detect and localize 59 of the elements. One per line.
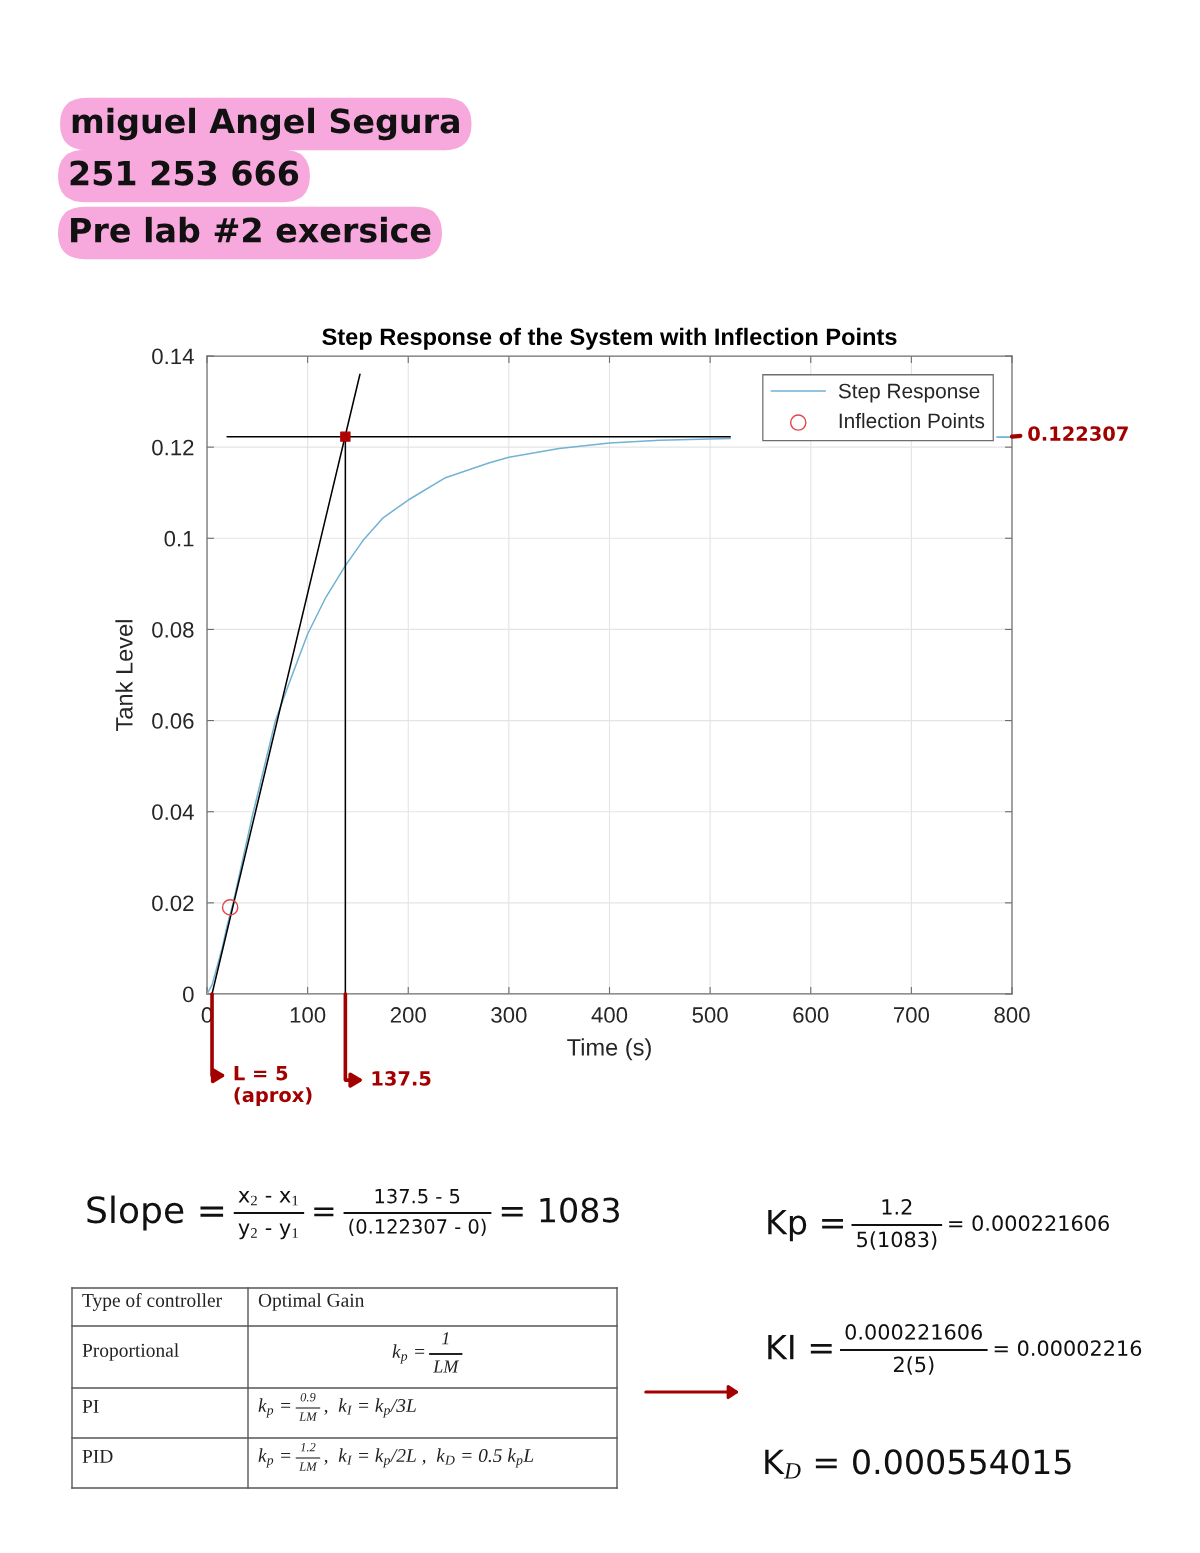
text: , k$_{I}$ = k$_{p}$/3L — [324, 1398, 416, 1418]
x-tick-label: 800 — [994, 1007, 1030, 1023]
y-tick-label: 0.06 — [152, 713, 194, 729]
legend-label: Inflection Points — [839, 412, 985, 429]
legend-label: Step Response — [838, 383, 980, 403]
text: = 0.00002216 — [994, 1340, 1142, 1357]
text: 5(1083) — [857, 1231, 937, 1250]
y-tick-label: 0.08 — [152, 621, 194, 638]
text: 0.000221606 — [845, 1324, 982, 1340]
text: k$_{p}$ = — [258, 1448, 291, 1468]
text: PI — [82, 1399, 99, 1413]
text: PID — [82, 1449, 113, 1463]
annotation: L = 5 (aprox) — [234, 1065, 312, 1106]
text: 1.2 — [882, 1199, 912, 1215]
text: Proportional — [82, 1343, 179, 1361]
text: 251 253 666 — [70, 160, 299, 186]
x-tick-label: 200 — [390, 1007, 426, 1023]
chart-title: Step Response of the System with Inflection Points — [322, 327, 897, 350]
x-axis-title: Time (s) — [567, 1038, 651, 1061]
text: miguel Angel Segura — [72, 107, 459, 141]
text: = 1083 — [501, 1197, 619, 1223]
y-tick-label: 0.04 — [152, 804, 194, 820]
text: LM — [433, 1360, 460, 1373]
text: 137.5 - 5 — [375, 1188, 460, 1204]
annotation: 0.122307 — [1028, 426, 1128, 441]
text: KI = — [768, 1334, 832, 1360]
text: (0.122307 - 0) — [349, 1218, 486, 1237]
text: Optimal Gain — [258, 1293, 365, 1311]
text: K$_{D}$ = 0.000554015 — [765, 1449, 1071, 1479]
text: LM — [299, 1462, 318, 1471]
text: 0.9 — [300, 1392, 316, 1402]
text: k$_{p}$ = — [392, 1344, 425, 1364]
text: Pre lab #2 exersice — [71, 216, 431, 243]
text: 1 — [441, 1332, 449, 1345]
text: = 0.000221606 — [949, 1215, 1109, 1232]
text: Kp = — [768, 1209, 844, 1242]
y-axis-title: Tank Level — [115, 620, 133, 731]
x-tick-label: 100 — [290, 1007, 326, 1023]
text: y$_{2}$ - y$_{1}$ — [238, 1223, 298, 1240]
text: 2(5) — [893, 1356, 934, 1375]
y-tick-label: 0.14 — [152, 348, 194, 365]
x-tick-label: 500 — [692, 1007, 728, 1023]
x-tick-label: 300 — [491, 1007, 527, 1023]
y-tick-label: 0.1 — [164, 530, 194, 547]
annotation: 137.5 — [372, 1071, 431, 1086]
x-tick-label: 600 — [793, 1007, 829, 1023]
text: LM — [299, 1412, 318, 1421]
text: Type of controller — [82, 1293, 222, 1311]
text: x$_{2}$ - x$_{1}$ — [238, 1191, 298, 1206]
text: , k$_{I}$ = k$_{p}$/2L , k$_{D}$ = 0.5 k$_{p}$L — [324, 1448, 534, 1468]
y-tick-label: 0 — [183, 986, 194, 1003]
x-tick-label: 700 — [893, 1007, 930, 1023]
x-tick-label: 400 — [591, 1007, 628, 1023]
text: 1.2 — [300, 1442, 316, 1452]
y-tick-label: 0.02 — [152, 895, 194, 912]
text: Slope = — [87, 1195, 224, 1231]
text: = — [314, 1207, 334, 1217]
y-tick-label: 0.12 — [152, 439, 194, 456]
text: k$_{p}$ = — [258, 1398, 291, 1418]
